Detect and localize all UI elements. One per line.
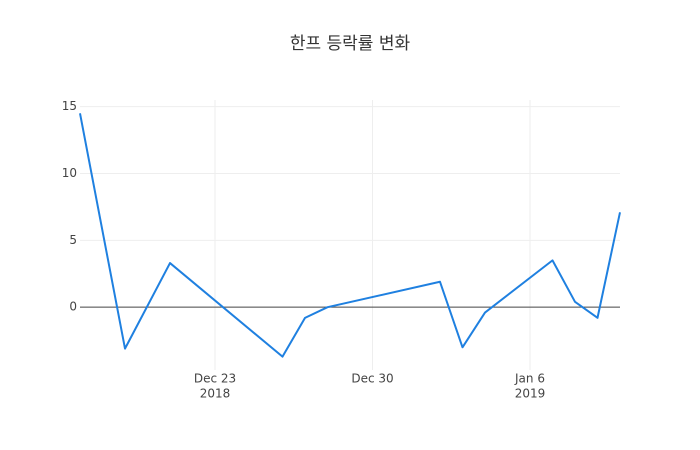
x-tick-label: Dec 30 xyxy=(351,372,393,386)
x-tick-label: Jan 6 xyxy=(514,372,545,386)
y-tick-label: 0 xyxy=(69,300,77,314)
x-tick-label: Dec 23 xyxy=(194,372,236,386)
chart-title: 한프 등락률 변화 xyxy=(290,34,411,54)
x-tick-label: 2018 xyxy=(200,387,231,401)
y-tick-label: 10 xyxy=(62,166,77,180)
y-tick-label: 5 xyxy=(69,233,77,247)
data-line xyxy=(79,113,621,358)
x-tick-label: 2019 xyxy=(515,387,546,401)
y-tick-label: 15 xyxy=(62,99,77,113)
